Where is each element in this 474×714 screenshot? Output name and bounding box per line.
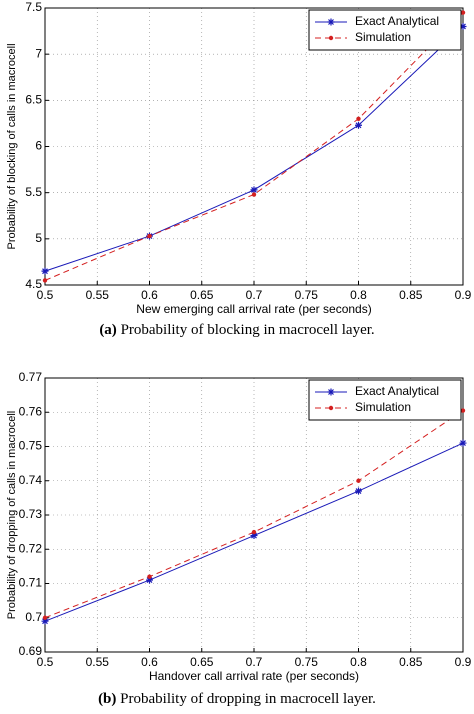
marker — [41, 267, 49, 275]
caption: (b) Probability of dropping in macrocell… — [98, 691, 376, 707]
x-axis-label: New emerging call arrival rate (per seco… — [136, 302, 371, 316]
marker — [250, 532, 258, 540]
marker — [147, 233, 152, 239]
caption-label: (b) — [98, 691, 116, 707]
x-tick-label: 0.9 — [455, 288, 472, 302]
marker — [251, 192, 257, 197]
legend-label: Exact Analytical — [355, 384, 439, 398]
legend-label: Simulation — [355, 30, 411, 44]
marker — [459, 22, 467, 30]
x-tick-label: 0.5 — [37, 655, 54, 669]
y-tick-label: 0.77 — [19, 370, 43, 384]
plot-frame — [44, 377, 464, 653]
chart: 0.5 0.55 0.6 0.65 0.7 0.75 0.8 0.85 0.9 4.5 5 5.5 6 6… — [6, 0, 472, 338]
y-tick-label: 0.71 — [19, 576, 43, 590]
caption: (a) Probability of blocking in macrocell… — [99, 322, 374, 338]
y-tick-label: 0.75 — [19, 439, 43, 453]
marker — [460, 408, 466, 413]
x-axis-label: Handover call arrival rate (per seconds) — [149, 669, 359, 683]
marker — [460, 10, 466, 15]
y-tick-label: 6 — [35, 139, 42, 153]
y-tick-label: 0.72 — [19, 541, 43, 555]
caption-text: Probability of blocking in macrocell lay… — [117, 322, 375, 338]
chart: 0.5 0.55 0.6 0.65 0.7 0.75 0.8 0.85 0.9 0.69 0.7 0.… — [6, 370, 472, 707]
x-tick-label: 0.7 — [246, 288, 263, 302]
y-tick-label: 0.74 — [19, 473, 43, 487]
marker — [356, 116, 361, 122]
caption-label: (a) — [99, 322, 117, 338]
legend-marker — [327, 388, 335, 396]
marker — [147, 574, 152, 579]
marker — [41, 617, 49, 625]
x-tick-label: 0.5 — [37, 288, 54, 302]
marker — [459, 439, 467, 447]
x-tick-label: 0.9 — [455, 655, 472, 669]
x-tick-label: 0.75 — [295, 655, 319, 669]
x-tick-label: 0.75 — [295, 288, 319, 302]
x-tick-label: 0.7 — [246, 655, 263, 669]
y-tick-label: 6.5 — [25, 93, 42, 107]
x-tick-label: 0.85 — [399, 655, 423, 669]
y-axis-label: Probability of blocking of calls in macr… — [6, 43, 18, 249]
marker — [42, 278, 48, 283]
marker — [355, 487, 362, 495]
marker — [250, 186, 258, 194]
legend-marker — [327, 18, 335, 26]
plot-frame — [44, 7, 464, 286]
marker — [42, 615, 48, 620]
legend-box — [308, 379, 462, 421]
x-tick-label: 0.8 — [350, 288, 367, 302]
marker — [251, 529, 257, 535]
y-tick-label: 0.7 — [25, 610, 42, 624]
x-tick-label: 0.55 — [86, 288, 110, 302]
y-tick-label: 0.76 — [19, 404, 43, 418]
legend-box — [308, 9, 462, 51]
marker — [146, 576, 153, 584]
legend-marker — [328, 405, 334, 411]
legend-label: Simulation — [355, 400, 411, 414]
y-tick-label: 7.5 — [25, 0, 42, 14]
caption-text: Probability of dropping in macrocell lay… — [116, 691, 376, 707]
x-tick-label: 0.6 — [141, 655, 158, 669]
legend-label: Exact Analytical — [355, 14, 439, 28]
x-tick-label: 0.6 — [141, 288, 158, 302]
marker — [355, 121, 362, 129]
x-tick-label: 0.55 — [86, 655, 110, 669]
marker — [356, 478, 361, 483]
y-tick-label: 7 — [35, 46, 42, 60]
x-tick-label: 0.65 — [190, 655, 214, 669]
y-tick-label: 4.5 — [25, 277, 42, 291]
y-tick-label: 0.73 — [19, 507, 43, 521]
x-tick-label: 0.65 — [190, 288, 214, 302]
legend-marker — [328, 35, 334, 41]
y-tick-label: 5.5 — [25, 185, 42, 199]
x-tick-label: 0.85 — [399, 288, 423, 302]
y-axis-label: Probability of dropping of calls in macr… — [6, 411, 18, 620]
y-tick-label: 0.69 — [19, 644, 43, 658]
y-tick-label: 5 — [35, 231, 42, 245]
x-tick-label: 0.8 — [350, 655, 367, 669]
